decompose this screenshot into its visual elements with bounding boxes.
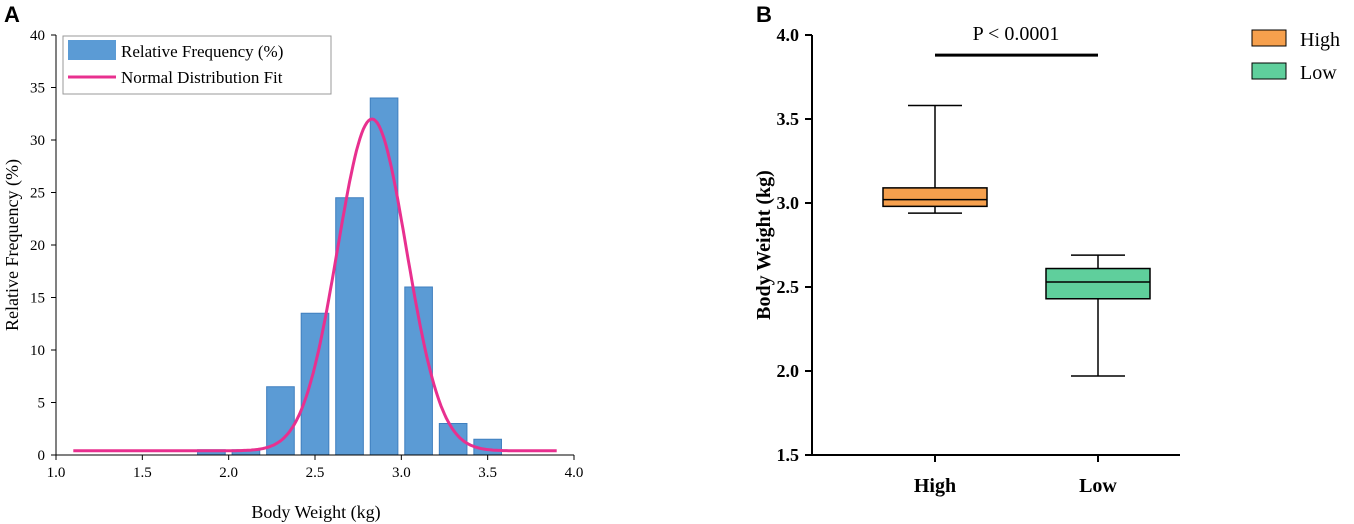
normal-fit-curve <box>73 117 557 453</box>
y-tick-label-b-0: 1.5 <box>777 445 800 465</box>
panel-b-legend: High Low <box>1251 29 1340 84</box>
panel-b-x-tick-labels: High Low <box>914 455 1117 497</box>
box-body <box>882 187 988 208</box>
y-tick-label-a-6: 30 <box>30 133 45 149</box>
y-tick-label-b-2: 2.5 <box>777 277 800 297</box>
y-tick-label-a-1: 5 <box>38 396 46 412</box>
x-tick-label-high: High <box>914 475 956 497</box>
x-tick-label-a-4: 3.0 <box>392 465 411 481</box>
panel-a-y-label: Relative Frequency (%) <box>2 159 23 331</box>
y-tick-label-a-8: 40 <box>30 28 45 44</box>
x-tick-label-a-3: 2.5 <box>306 465 325 481</box>
y-tick-label-a-4: 20 <box>30 238 45 254</box>
panel-b-boxes <box>882 104 1151 377</box>
p-value-annotation: P < 0.0001 <box>973 23 1060 45</box>
legend-swatch-high <box>1251 29 1287 47</box>
x-tick-label-a-2: 2.0 <box>219 465 238 481</box>
histogram-bar <box>300 312 330 456</box>
legend-swatch-low <box>1251 62 1287 80</box>
y-tick-label-b-5: 4.0 <box>777 25 800 45</box>
y-tick-label-a-0: 0 <box>38 448 46 464</box>
panel-a-x-tick-labels: 1.0 1.5 2.0 2.5 3.0 3.5 4.0 <box>47 465 584 481</box>
x-tick-label-a-6: 4.0 <box>565 465 584 481</box>
x-tick-label-a-1: 1.5 <box>133 465 152 481</box>
panel-a-legend: Relative Frequency (%) Normal Distributi… <box>62 35 332 95</box>
panel-a-letter: A <box>4 2 20 27</box>
panel-b-y-ticks: 1.5 2.0 2.5 3.0 3.5 4.0 <box>777 25 812 465</box>
panel-b-y-label: Body Weight (kg) <box>753 170 775 320</box>
y-tick-label-b-4: 3.5 <box>777 109 800 129</box>
y-tick-label-b-1: 2.0 <box>777 361 800 381</box>
y-tick-label-b-3: 3.0 <box>777 193 800 213</box>
legend-label-relative-frequency: Relative Frequency (%) <box>121 42 283 61</box>
box-low <box>1045 254 1151 377</box>
y-tick-label-a-2: 10 <box>30 343 45 359</box>
x-tick-label-a-0: 1.0 <box>47 465 66 481</box>
legend-swatch-relative-frequency <box>68 40 116 60</box>
x-tick-label-a-5: 3.5 <box>478 465 497 481</box>
panel-a-ticks <box>51 34 575 460</box>
x-tick-label-low: Low <box>1079 475 1117 497</box>
panel-a-bars <box>197 97 502 456</box>
panel-a-x-label: Body Weight (kg) <box>251 502 380 523</box>
panel-b-boxplot: B 1.5 2.0 2.5 3.0 3.5 4.0 High Low Body Weight… <box>753 2 1340 497</box>
panel-a-histogram: A 1.0 1.5 2.0 2.5 3.0 3.5 4.0 0 5 10 15 20 25 30 35 40… <box>2 2 583 523</box>
box-body <box>1045 267 1151 300</box>
box-high <box>882 104 988 214</box>
histogram-bar <box>369 97 399 456</box>
panel-a-y-tick-labels: 0 5 10 15 20 25 30 35 40 <box>30 28 45 464</box>
y-tick-label-a-5: 25 <box>30 186 45 202</box>
legend-label-low: Low <box>1300 62 1337 84</box>
legend-label-high: High <box>1300 29 1340 51</box>
legend-label-normal-fit: Normal Distribution Fit <box>121 68 283 87</box>
y-tick-label-a-3: 15 <box>30 291 45 307</box>
histogram-bar <box>266 386 295 456</box>
y-tick-label-a-7: 35 <box>30 81 45 97</box>
panel-b-letter: B <box>756 2 772 27</box>
